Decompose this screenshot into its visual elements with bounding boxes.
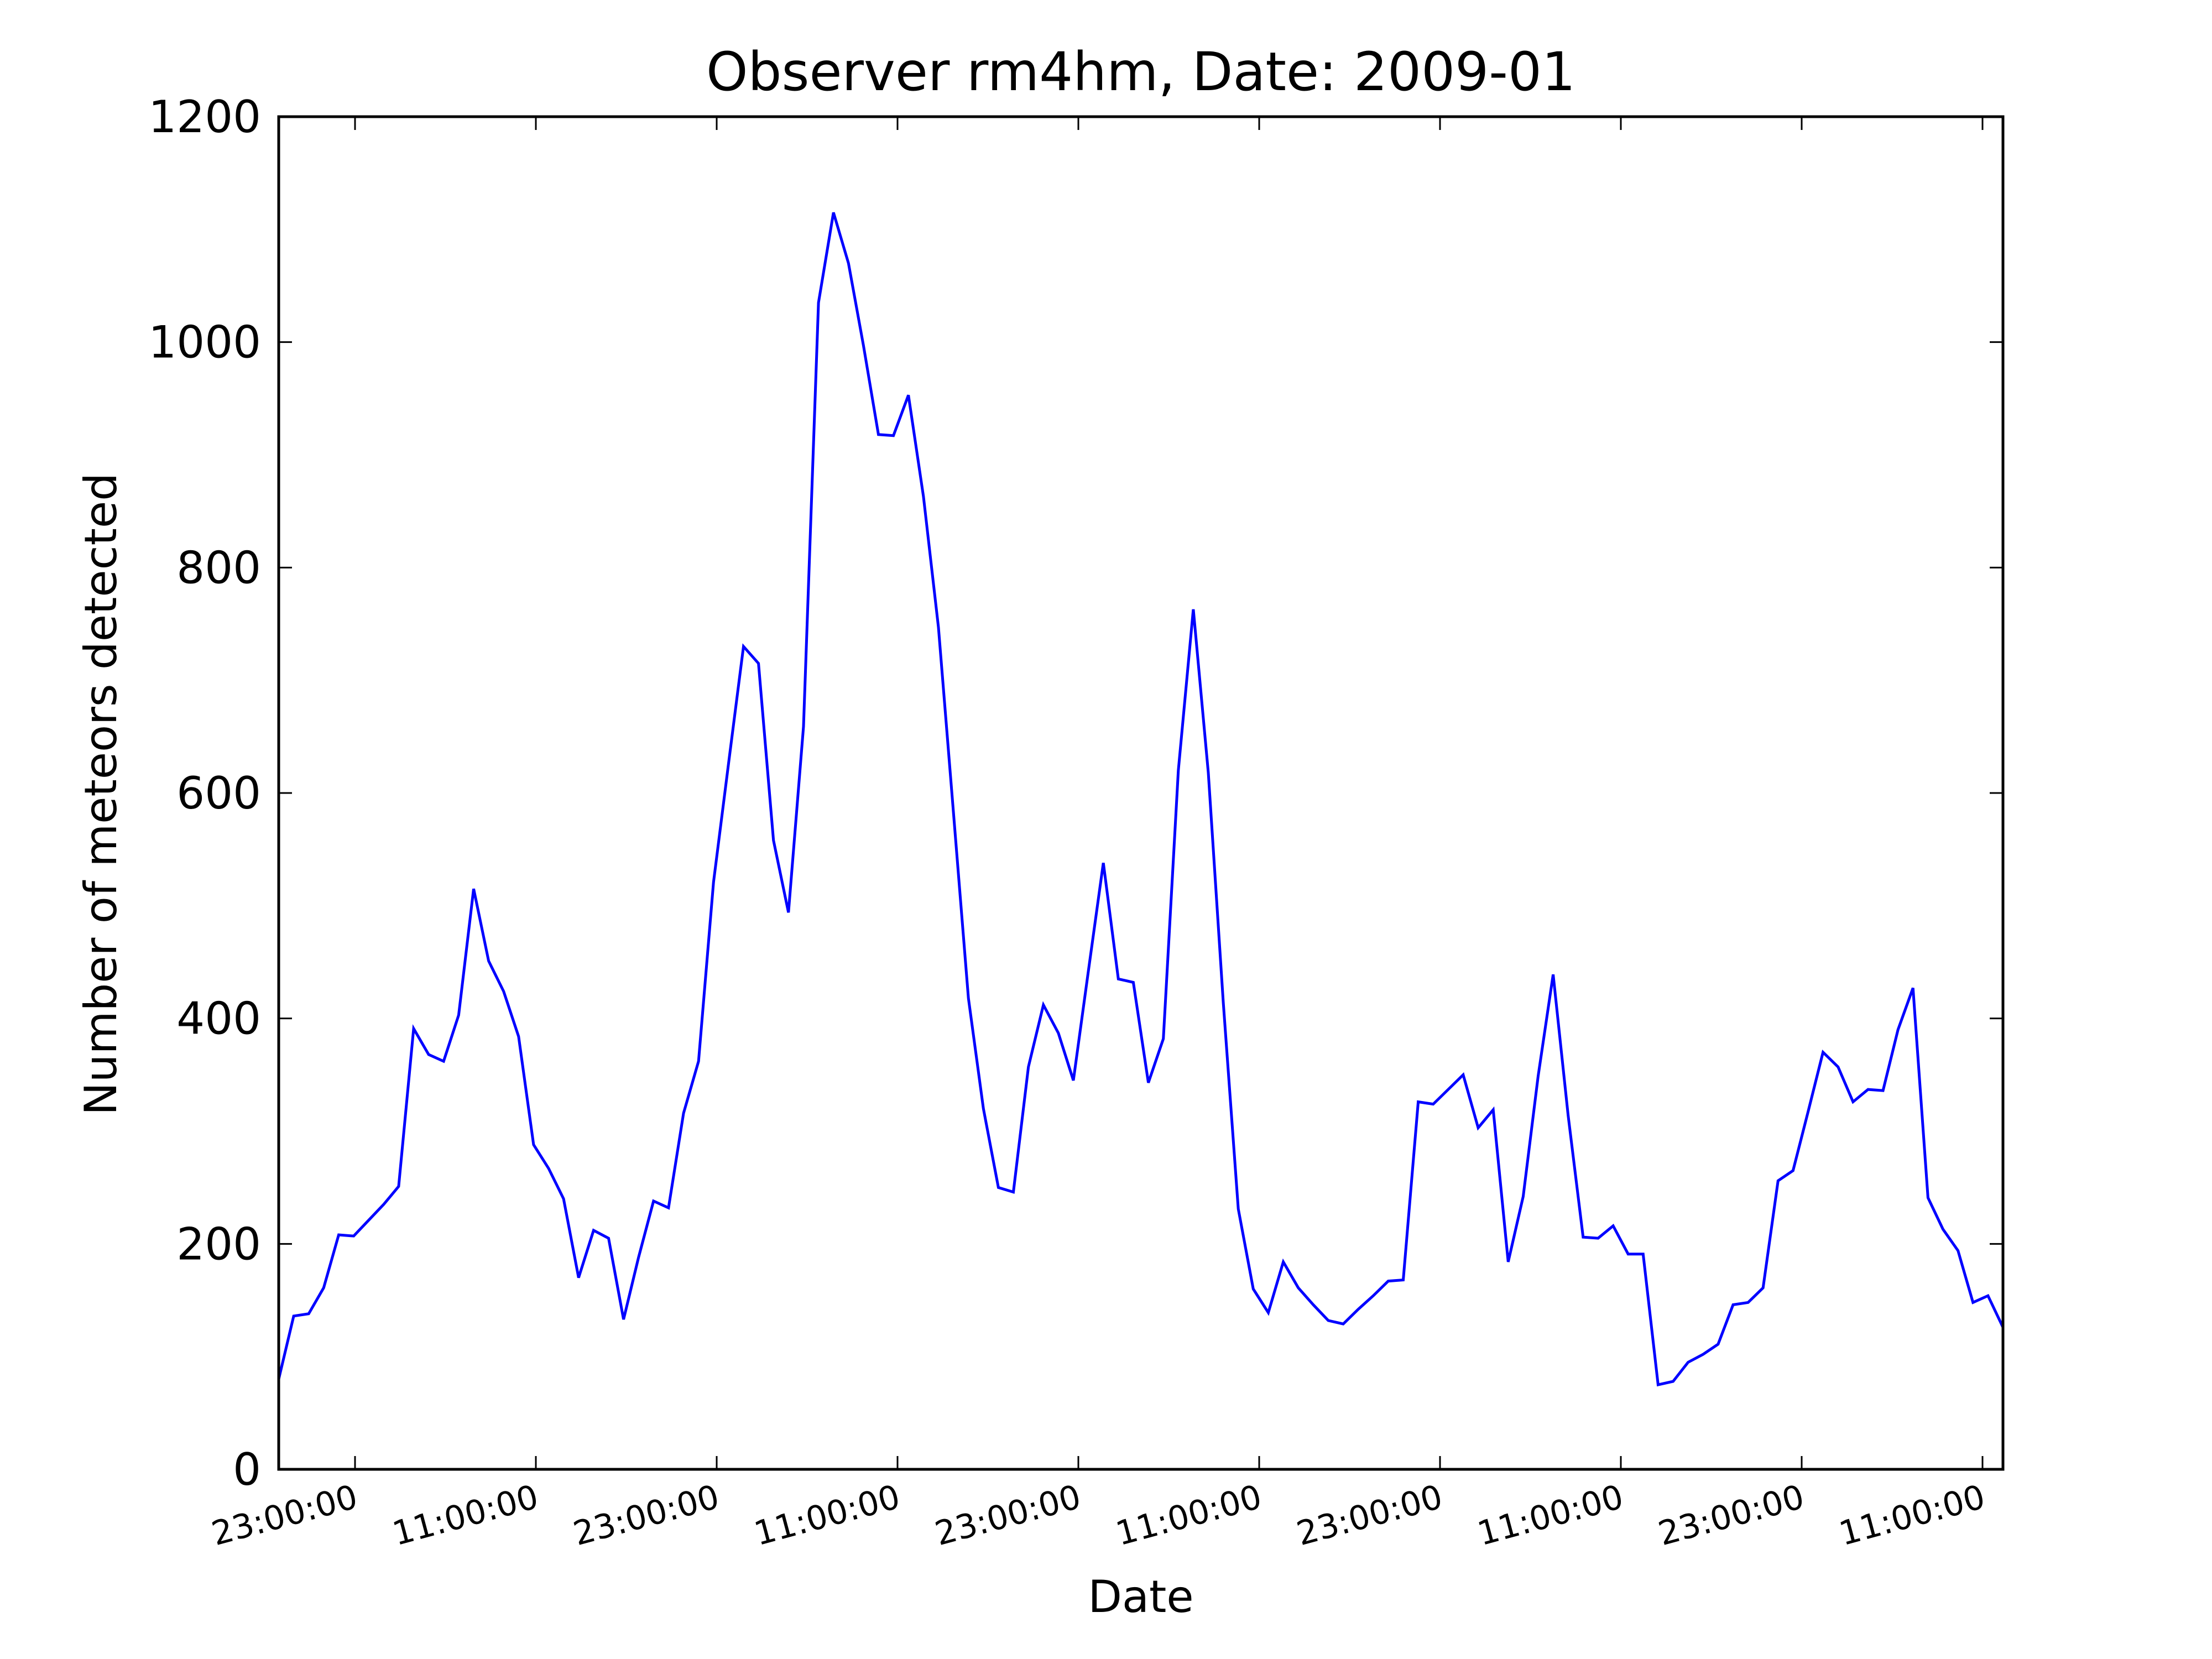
y-tick-label: 200 — [176, 1218, 261, 1270]
y-tick-label: 600 — [176, 768, 261, 819]
y-tick-label: 400 — [176, 993, 261, 1045]
y-tick-label: 1200 — [148, 91, 261, 143]
chart-title: Observer rm4hm, Date: 2009-01 — [706, 41, 1575, 103]
y-axis-label: Number of meteors detected — [75, 473, 127, 1115]
x-axis-label: Date — [1088, 1571, 1193, 1623]
y-tick-label: 0 — [233, 1444, 261, 1495]
y-tick-label: 1000 — [148, 317, 261, 368]
y-tick-label: 800 — [176, 542, 261, 593]
series-line — [277, 212, 2005, 1387]
